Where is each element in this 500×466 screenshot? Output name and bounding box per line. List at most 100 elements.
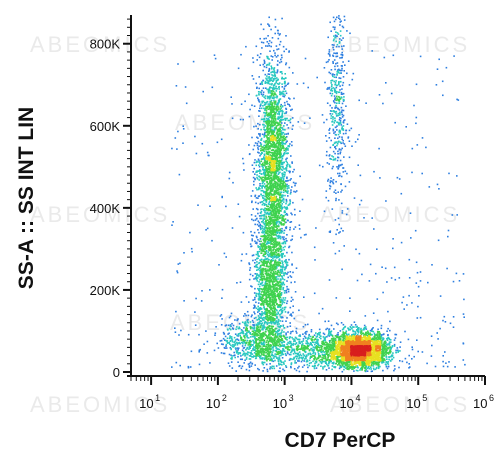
event-dot (265, 229, 267, 232)
event-dot (330, 94, 333, 97)
event-dot (405, 126, 407, 128)
event-dot (285, 366, 288, 368)
event-dot (329, 127, 331, 130)
event-dot (426, 362, 428, 365)
event-dot (290, 221, 293, 223)
event-dot (389, 346, 391, 348)
event-dot (245, 45, 247, 48)
event-dot (411, 358, 413, 360)
event-dot (360, 199, 363, 202)
event-dot (275, 164, 278, 167)
event-dot (276, 222, 278, 224)
event-dot (278, 232, 281, 235)
event-dot (288, 246, 290, 249)
event-dot (337, 217, 340, 220)
event-dot (278, 328, 280, 331)
event-dot (336, 166, 338, 168)
event-dot (261, 249, 264, 252)
event-dot (403, 308, 405, 310)
event-dot (286, 273, 288, 275)
event-dot (222, 337, 225, 340)
event-dot (339, 120, 342, 122)
event-dot (254, 312, 256, 315)
event-dot (283, 125, 285, 127)
event-dot (285, 112, 287, 114)
event-dot (285, 92, 288, 95)
event-dot (283, 232, 285, 234)
event-dot (248, 93, 250, 96)
event-dot (292, 353, 295, 355)
event-dot (310, 347, 312, 350)
event-dot (358, 328, 360, 331)
event-dot (363, 334, 365, 336)
event-dot (257, 329, 259, 332)
event-dot (261, 168, 264, 171)
event-dot (264, 158, 266, 160)
event-dot (317, 339, 319, 341)
event-dot (324, 339, 327, 342)
event-dot (313, 339, 315, 341)
event-dot (411, 171, 413, 174)
event-dot (264, 82, 267, 84)
event-dot (271, 226, 273, 228)
event-dots (171, 15, 466, 373)
event-dot (270, 99, 273, 102)
event-dot (306, 370, 308, 373)
event-dot (285, 63, 287, 66)
event-dot (380, 335, 383, 338)
event-dot (347, 333, 350, 336)
event-dot (329, 360, 332, 362)
event-dot (300, 354, 303, 357)
event-dot (277, 37, 280, 40)
event-dot (337, 153, 339, 155)
event-dot (227, 333, 229, 335)
event-dot (334, 97, 337, 99)
event-dot (277, 29, 279, 32)
event-dot (263, 275, 266, 278)
event-dot (265, 110, 268, 112)
event-dot (256, 335, 258, 337)
event-dot (229, 324, 232, 326)
event-dot (280, 204, 283, 207)
event-dot (231, 227, 234, 229)
event-dot (258, 292, 261, 294)
event-dot (279, 156, 281, 159)
event-dot (387, 344, 389, 346)
event-dot (299, 335, 302, 338)
event-dot (338, 175, 340, 177)
event-dot (359, 369, 361, 371)
event-dot (338, 362, 340, 365)
event-dot (277, 271, 280, 273)
event-dot (239, 281, 242, 283)
event-dot (261, 347, 264, 350)
event-dot (267, 79, 269, 81)
event-dot (286, 300, 289, 302)
event-dot (262, 277, 265, 280)
event-dot (253, 334, 256, 336)
event-dot (442, 360, 444, 363)
event-dot (283, 175, 286, 178)
event-dot (272, 349, 274, 351)
event-dot (261, 189, 264, 192)
event-dot (274, 87, 277, 90)
event-dot (259, 169, 261, 171)
event-dot (264, 164, 266, 166)
event-dot (360, 332, 362, 334)
event-dot (263, 350, 266, 353)
event-dot (258, 308, 260, 310)
event-dot (241, 345, 244, 347)
event-dot (282, 281, 284, 284)
event-dot (254, 337, 256, 340)
event-dot (264, 246, 266, 248)
event-dot (277, 116, 280, 118)
event-dot (418, 295, 420, 297)
event-dot (342, 76, 345, 78)
event-dot (234, 354, 236, 356)
event-dot (250, 234, 253, 237)
event-dot (281, 331, 283, 333)
event-dot (288, 245, 291, 248)
event-dot (251, 200, 253, 203)
event-dot (367, 332, 370, 335)
event-dot (278, 329, 281, 332)
event-dot (265, 265, 268, 268)
